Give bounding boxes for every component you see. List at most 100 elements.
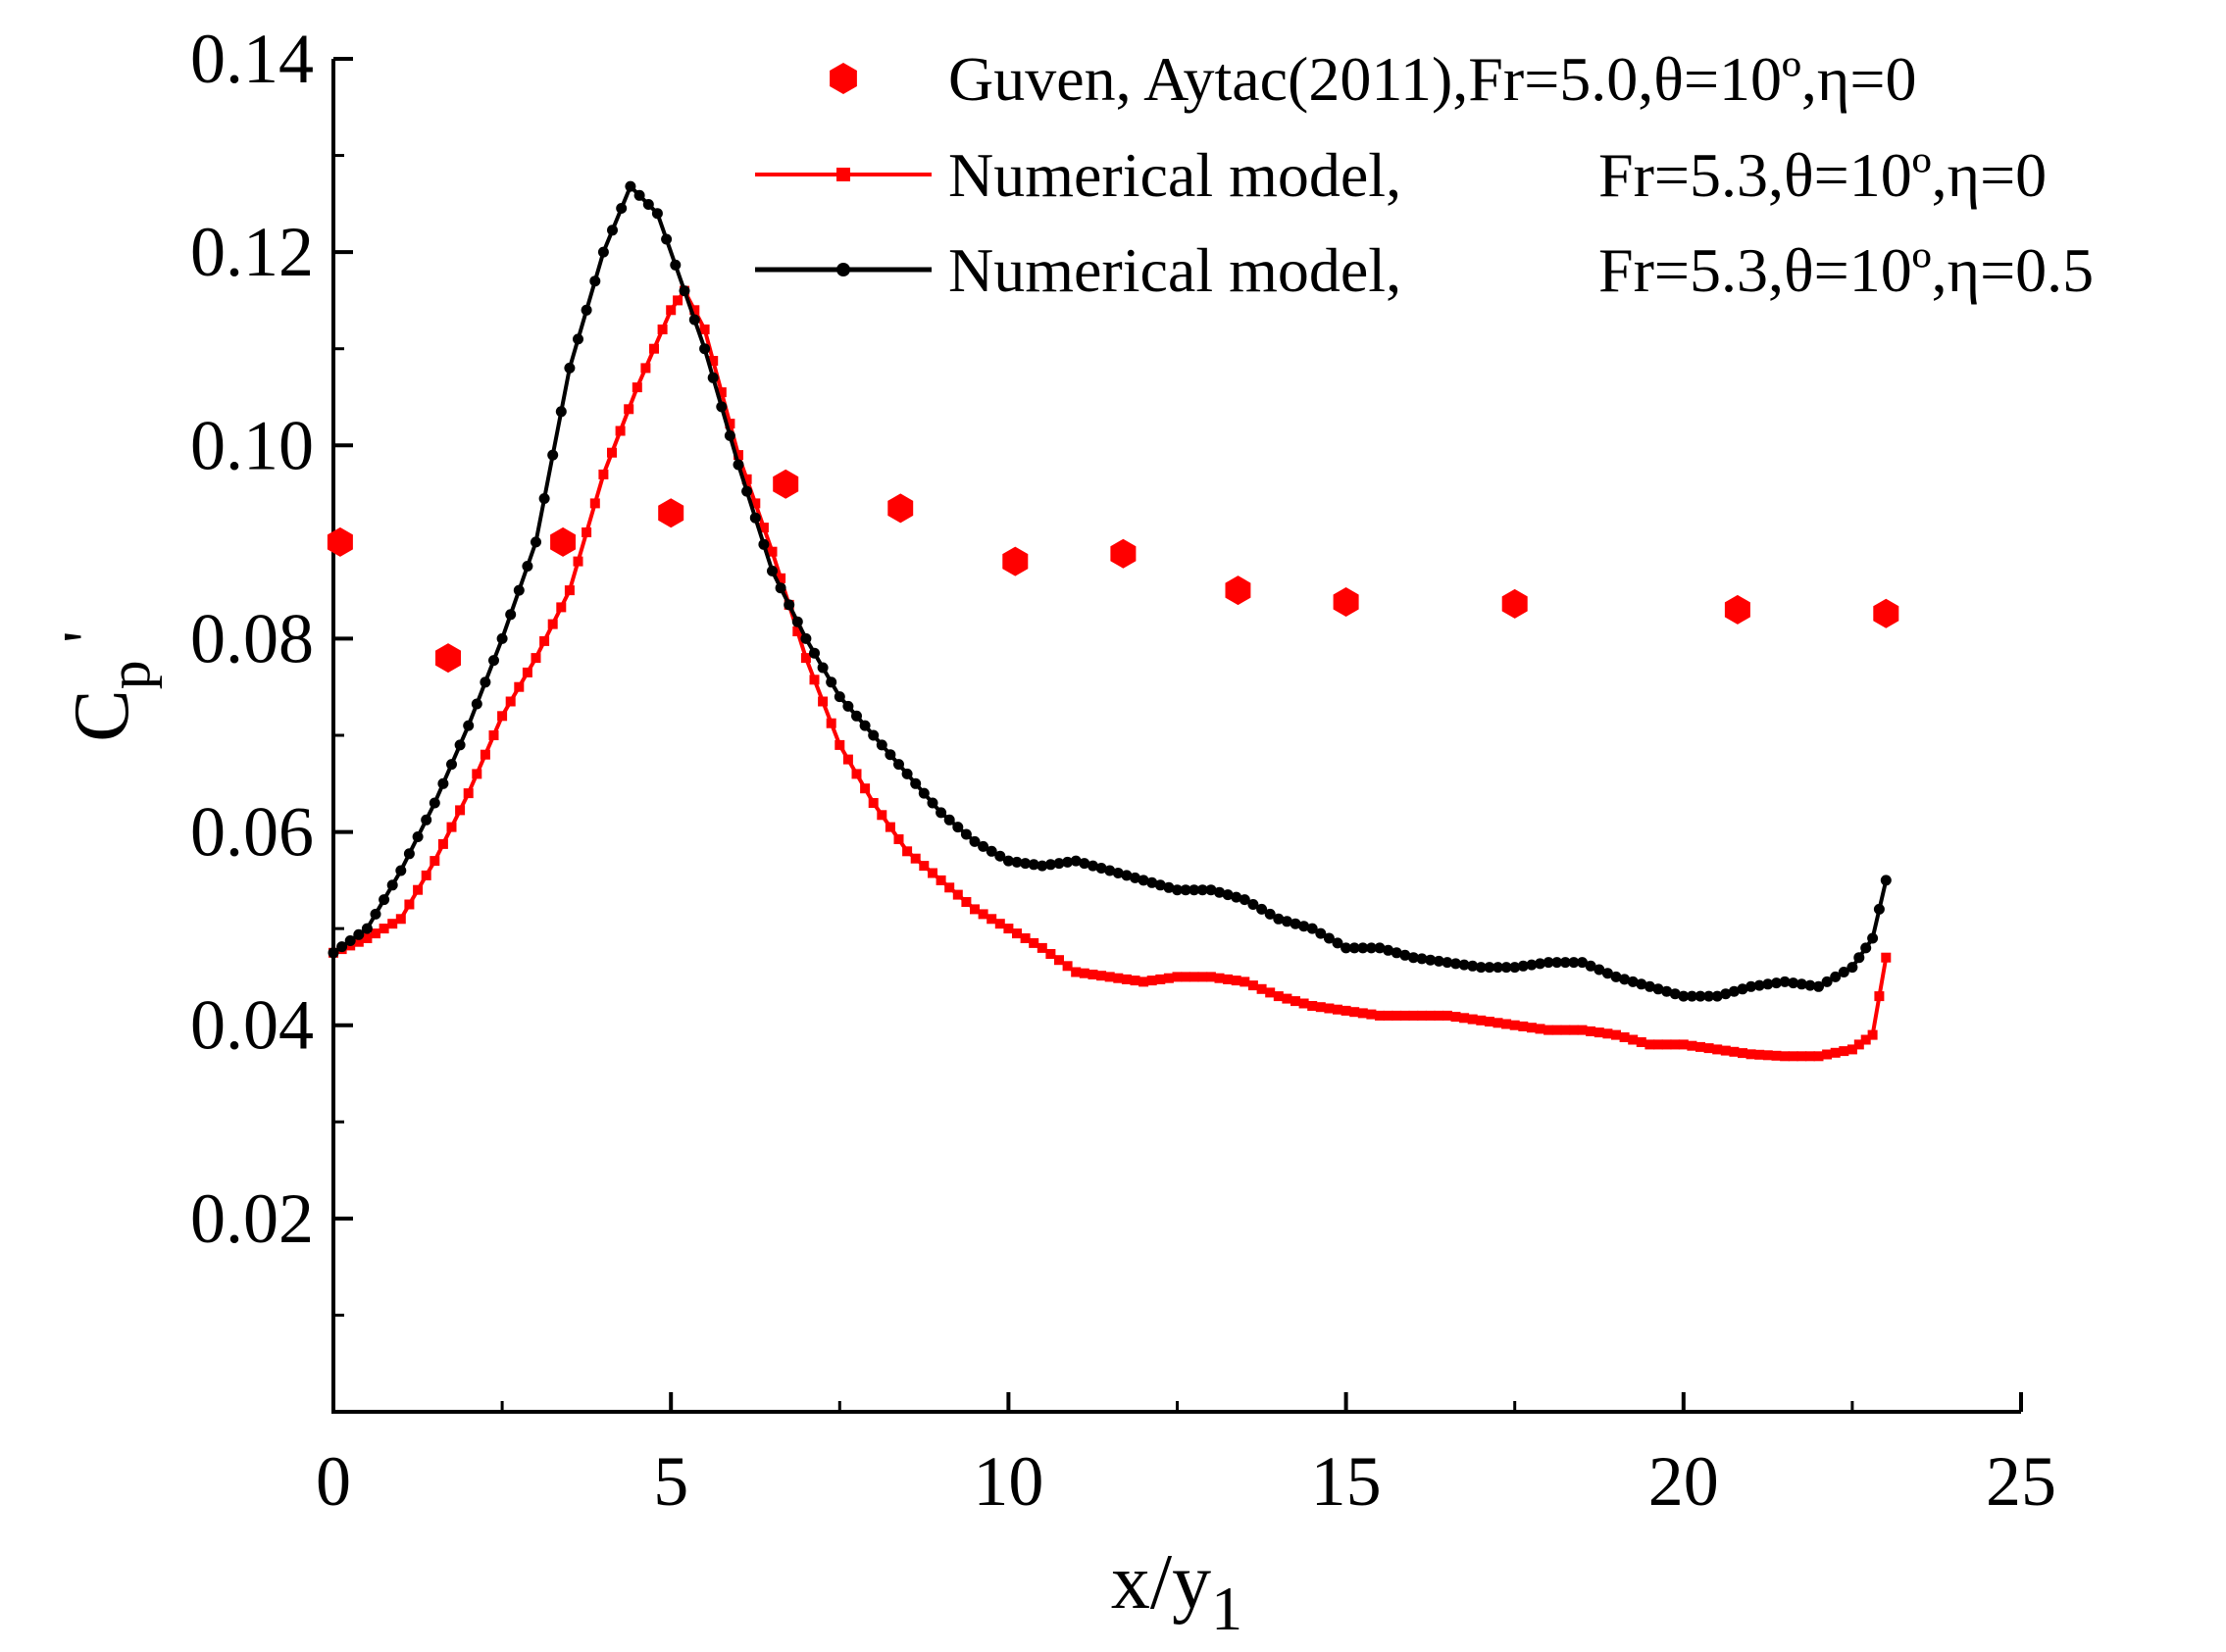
data-point-square	[1231, 976, 1241, 986]
data-point-hexagon	[1225, 576, 1251, 606]
data-point-square	[750, 498, 761, 509]
data-point-square	[387, 919, 398, 929]
data-point-square	[835, 739, 845, 750]
data-point-circle	[1853, 952, 1865, 964]
legend-marker-square	[836, 168, 850, 181]
data-point-circle	[1526, 959, 1538, 971]
data-point-circle	[1383, 944, 1394, 956]
data-point-hexagon	[887, 493, 914, 524]
data-point-square	[1214, 973, 1225, 983]
data-point-hexagon	[1333, 587, 1359, 617]
data-point-square	[1391, 1010, 1402, 1021]
data-point-circle	[1011, 856, 1023, 868]
data-point-square	[640, 363, 651, 374]
data-point-square	[1771, 1050, 1782, 1061]
data-point-circle	[1737, 983, 1748, 995]
data-point-square	[1745, 1049, 1756, 1060]
data-point-circle	[1695, 990, 1706, 1002]
data-point-circle	[1796, 978, 1807, 990]
data-point-circle	[1281, 916, 1292, 927]
data-point-circle	[724, 429, 735, 441]
data-point-circle	[749, 512, 761, 524]
data-point-square	[1349, 1007, 1360, 1018]
legend-params-numerical-eta05: Fr=5.3,θ=10º,η=0.5	[1598, 235, 2094, 305]
data-point-circle	[429, 797, 440, 809]
data-point-circle	[1484, 962, 1495, 974]
data-point-square	[666, 305, 677, 316]
data-point-square	[699, 325, 710, 334]
data-point-square	[1594, 1027, 1604, 1038]
data-point-square	[1366, 1009, 1377, 1020]
data-point-square	[1501, 1019, 1512, 1029]
data-point-circle	[651, 208, 663, 220]
data-point-circle	[496, 632, 508, 644]
data-point-circle	[960, 828, 972, 840]
data-point-square	[1315, 1002, 1326, 1013]
data-point-circle	[336, 941, 348, 953]
y-tick-label: 0.10	[190, 406, 314, 484]
y-tick-label: 0.14	[190, 20, 314, 98]
data-point-square	[1560, 1025, 1571, 1035]
data-point-circle	[1037, 860, 1048, 872]
data-point-circle	[1577, 957, 1588, 969]
data-point-circle	[1044, 859, 1056, 871]
data-point-circle	[767, 565, 778, 576]
data-point-square	[716, 387, 727, 398]
data-point-square	[1324, 1003, 1335, 1014]
data-point-square	[1425, 1010, 1436, 1021]
data-point-square	[936, 875, 946, 885]
data-point-circle	[1079, 858, 1090, 870]
data-point-square	[734, 450, 743, 461]
data-point-square	[741, 474, 752, 484]
data-point-square	[1661, 1039, 1672, 1050]
y-tick-label: 0.08	[190, 599, 314, 677]
data-point-circle	[403, 848, 415, 860]
data-point-square	[1822, 1049, 1833, 1060]
data-point-circle	[463, 720, 475, 731]
data-point-square	[1653, 1039, 1663, 1050]
data-point-circle	[1821, 976, 1833, 987]
data-point-square	[446, 822, 457, 832]
data-point-square	[1399, 1010, 1410, 1021]
data-point-circle	[893, 759, 904, 771]
data-point-square	[1518, 1021, 1529, 1031]
data-point-circle	[1357, 942, 1369, 954]
data-point-square	[379, 924, 389, 934]
data-point-square	[539, 635, 550, 646]
data-point-square	[1088, 970, 1098, 979]
data-point-circle	[1475, 962, 1487, 974]
data-point-square	[1012, 928, 1022, 939]
data-point-square	[1492, 1018, 1503, 1028]
data-point-square	[1602, 1028, 1613, 1039]
data-point-circle	[454, 739, 466, 751]
data-point-circle	[1020, 858, 1032, 870]
data-point-circle	[1636, 978, 1647, 990]
data-point-circle	[927, 797, 938, 809]
data-point-square	[1459, 1013, 1470, 1024]
data-point-circle	[1332, 937, 1343, 949]
data-point-circle	[421, 814, 432, 826]
data-point-square	[1476, 1015, 1487, 1026]
data-point-square	[598, 469, 609, 479]
data-point-square	[1551, 1025, 1562, 1035]
data-point-circle	[1407, 952, 1419, 964]
data-point-circle	[1189, 884, 1200, 896]
data-point-hexagon	[435, 643, 461, 674]
data-point-circle	[868, 729, 880, 741]
data-point-square	[1644, 1039, 1655, 1050]
data-point-square	[1703, 1043, 1714, 1054]
data-point-circle	[809, 647, 820, 659]
x-axis-title: x/y1	[1111, 1539, 1242, 1643]
x-axis-title-subscript: 1	[1211, 1574, 1242, 1643]
data-point-circle	[1678, 990, 1690, 1002]
data-point-square	[902, 846, 913, 857]
data-point-hexagon	[1002, 546, 1029, 576]
data-point-circle	[1559, 957, 1571, 969]
data-point-circle	[471, 698, 482, 710]
data-point-circle	[370, 908, 381, 920]
data-point-square	[1045, 949, 1056, 959]
data-point-circle	[826, 676, 837, 688]
data-point-square	[1804, 1051, 1815, 1062]
data-point-square	[1383, 1010, 1393, 1021]
data-point-circle	[446, 759, 457, 771]
